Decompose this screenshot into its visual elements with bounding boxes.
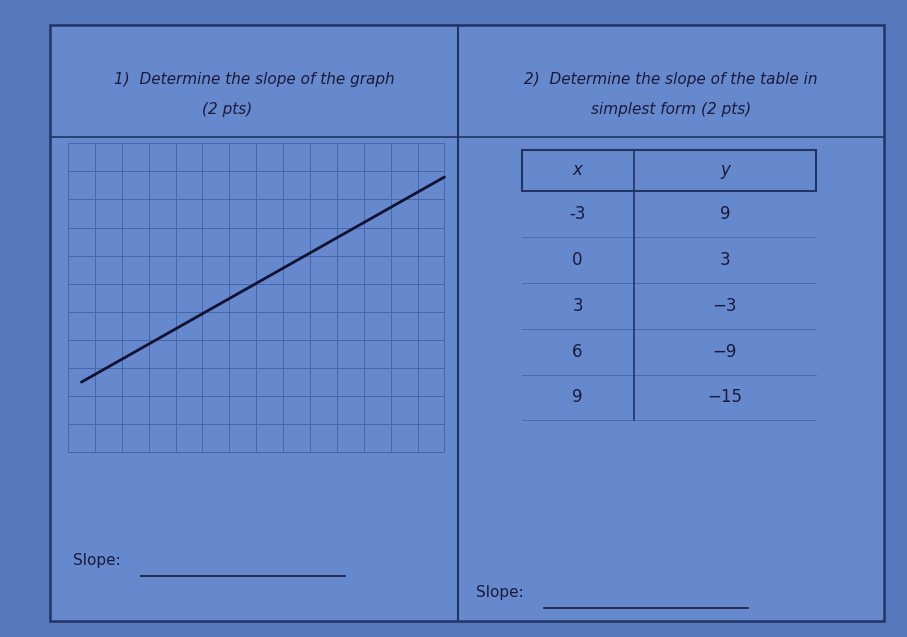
Text: simplest form (2 pts): simplest form (2 pts) (591, 102, 751, 117)
Text: 9: 9 (572, 389, 583, 406)
Text: −15: −15 (707, 389, 743, 406)
Text: 3: 3 (719, 251, 730, 269)
Text: 0: 0 (572, 251, 583, 269)
Text: 3: 3 (572, 297, 583, 315)
Text: (2 pts): (2 pts) (201, 102, 252, 117)
Text: y: y (720, 161, 730, 180)
Text: Slope:: Slope: (476, 585, 524, 600)
Text: 2)  Determine the slope of the table in: 2) Determine the slope of the table in (524, 72, 818, 87)
Text: −3: −3 (713, 297, 737, 315)
Text: -3: -3 (570, 205, 586, 223)
Bar (522, 150, 816, 191)
Text: 6: 6 (572, 343, 583, 361)
Text: x: x (572, 161, 582, 180)
Text: Slope:: Slope: (73, 553, 121, 568)
Text: 9: 9 (719, 205, 730, 223)
Text: −9: −9 (713, 343, 737, 361)
Text: 1)  Determine the slope of the graph: 1) Determine the slope of the graph (113, 72, 395, 87)
